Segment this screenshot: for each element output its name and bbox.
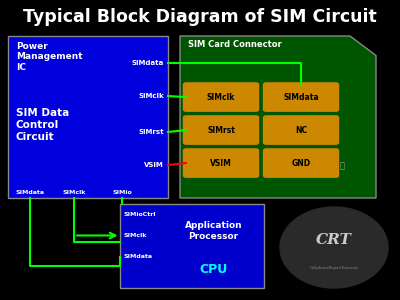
Text: NC: NC [295,125,307,134]
FancyBboxPatch shape [263,115,339,145]
Polygon shape [180,36,376,198]
Text: SIMio: SIMio [112,190,132,195]
FancyBboxPatch shape [8,36,168,198]
FancyBboxPatch shape [183,115,259,145]
Text: SIMrst: SIMrst [207,125,235,134]
Text: GND: GND [292,158,310,167]
Text: SIMclk: SIMclk [207,92,235,101]
Text: SIMdata: SIMdata [132,60,164,66]
Text: SIMclk: SIMclk [138,93,164,99]
FancyBboxPatch shape [263,148,339,178]
Text: SIMrst: SIMrst [138,129,164,135]
Text: CPU: CPU [200,263,228,276]
FancyBboxPatch shape [263,82,339,112]
Text: ⏚: ⏚ [340,161,345,170]
Text: SIM Data
Control
Circuit: SIM Data Control Circuit [16,109,69,142]
Text: VSIM: VSIM [210,158,232,167]
Text: SIMdata: SIMdata [283,92,319,101]
Text: Power
Management
IC: Power Management IC [16,42,83,72]
FancyBboxPatch shape [183,148,259,178]
Text: Typical Block Diagram of SIM Circuit: Typical Block Diagram of SIM Circuit [23,8,377,26]
Text: SIMclk: SIMclk [124,233,147,238]
Text: Application
Processor: Application Processor [185,221,242,241]
Text: CellphoneRepairTutorials: CellphoneRepairTutorials [310,266,358,271]
Text: SIMdata: SIMdata [16,190,44,195]
Circle shape [280,207,388,288]
Text: SIMioCtrl: SIMioCtrl [124,212,156,217]
Text: SIM Card Connector: SIM Card Connector [188,40,282,50]
Text: SIMdata: SIMdata [124,254,153,259]
Text: CRT: CRT [316,233,352,247]
FancyBboxPatch shape [183,82,259,112]
Text: SIMclk: SIMclk [62,190,86,195]
FancyBboxPatch shape [120,204,264,288]
Text: VSIM: VSIM [144,162,164,168]
